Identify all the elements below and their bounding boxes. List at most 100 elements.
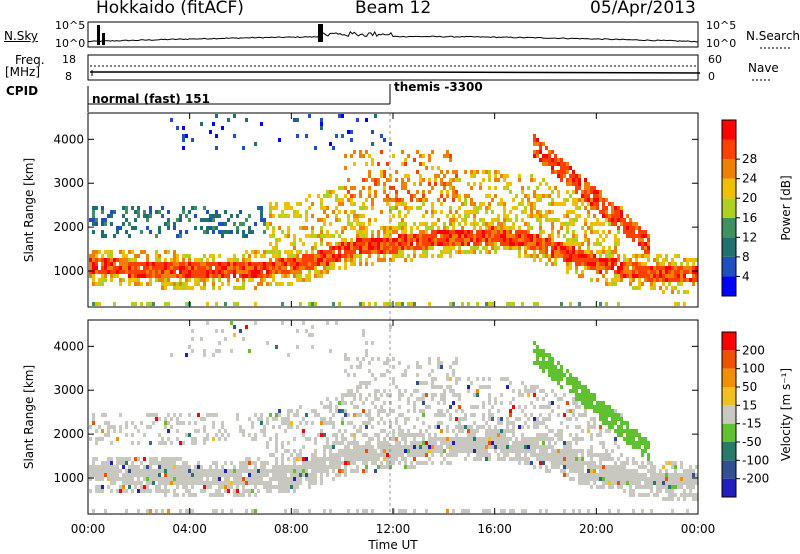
data-cell: [659, 254, 662, 258]
data-cell: [125, 433, 128, 437]
data-cell: [293, 477, 296, 481]
data-cell: [404, 449, 407, 453]
data-cell: [110, 441, 113, 445]
data-cell: [575, 465, 578, 469]
data-cell: [269, 485, 272, 489]
data-cell: [386, 194, 389, 198]
data-cell: [452, 373, 455, 377]
data-cell: [398, 242, 401, 246]
data-cell: [635, 266, 638, 270]
data-cell: [344, 469, 347, 473]
data-cell: [689, 465, 692, 469]
data-cell: [341, 449, 344, 453]
data-cell: [332, 433, 335, 437]
data-cell: [383, 453, 386, 457]
data-cell: [530, 389, 533, 393]
data-cell: [332, 250, 335, 254]
data-cell: [551, 222, 554, 226]
data-cell: [608, 485, 611, 489]
data-cell: [611, 262, 614, 266]
data-cell: [419, 222, 422, 226]
data-cell: [173, 222, 176, 226]
data-cell: [458, 437, 461, 441]
data-cell: [290, 409, 293, 413]
data-cell: [596, 262, 599, 266]
data-cell: [653, 481, 656, 485]
data-cell: [401, 429, 404, 433]
data-cell: [383, 449, 386, 453]
colorbar-segment: [722, 120, 736, 140]
data-cell: [431, 453, 434, 457]
data-cell: [509, 238, 512, 242]
data-cell: [599, 302, 602, 306]
data-cell: [110, 489, 113, 493]
data-cell: [557, 158, 560, 162]
data-cell: [212, 413, 215, 417]
data-cell: [500, 230, 503, 234]
data-cell: [281, 321, 284, 325]
data-cell: [194, 206, 197, 210]
data-cell: [254, 274, 257, 278]
data-cell: [485, 433, 488, 437]
data-cell: [281, 489, 284, 493]
data-cell: [515, 445, 518, 449]
data-cell: [563, 461, 566, 465]
data-cell: [302, 258, 305, 262]
data-cell: [227, 262, 230, 266]
data-cell: [596, 190, 599, 194]
data-cell: [599, 401, 602, 405]
data-cell: [176, 258, 179, 262]
data-cell: [278, 266, 281, 270]
data-cell: [146, 274, 149, 278]
data-cell: [182, 126, 185, 130]
data-cell: [350, 246, 353, 250]
data-cell: [185, 477, 188, 481]
data-cell: [368, 417, 371, 421]
data-cell: [524, 457, 527, 461]
data-cell: [443, 457, 446, 461]
data-cell: [602, 222, 605, 226]
data-cell: [602, 405, 605, 409]
data-cell: [278, 477, 281, 481]
data-cell: [308, 461, 311, 465]
data-cell: [296, 453, 299, 457]
data-cell: [101, 473, 104, 477]
data-cell: [533, 142, 536, 146]
data-cell: [401, 445, 404, 449]
data-cell: [215, 465, 218, 469]
data-cell: [374, 377, 377, 381]
data-cell: [242, 230, 245, 234]
data-cell: [572, 190, 575, 194]
data-cell: [380, 226, 383, 230]
data-cell: [212, 509, 215, 513]
data-cell: [239, 274, 242, 278]
data-cell: [191, 270, 194, 274]
data-cell: [341, 246, 344, 250]
y-tick-label: 4000: [53, 339, 84, 353]
data-cell: [215, 226, 218, 230]
data-cell: [404, 369, 407, 373]
data-cell: [410, 433, 413, 437]
data-cell: [431, 186, 434, 190]
data-cell: [170, 353, 173, 357]
data-cell: [203, 254, 206, 258]
data-cell: [227, 278, 230, 282]
data-cell: [302, 266, 305, 270]
data-cell: [359, 194, 362, 198]
data-cell: [164, 270, 167, 274]
data-cell: [215, 493, 218, 497]
data-cell: [431, 461, 434, 465]
data-cell: [389, 226, 392, 230]
data-cell: [653, 282, 656, 286]
data-cell: [437, 174, 440, 178]
data-cell: [341, 254, 344, 258]
data-cell: [611, 477, 614, 481]
data-cell: [506, 377, 509, 381]
data-cell: [665, 278, 668, 282]
data-cell: [272, 270, 275, 274]
data-cell: [548, 437, 551, 441]
data-cell: [335, 254, 338, 258]
data-cell: [167, 210, 170, 214]
data-cell: [164, 457, 167, 461]
data-cell: [197, 477, 200, 481]
